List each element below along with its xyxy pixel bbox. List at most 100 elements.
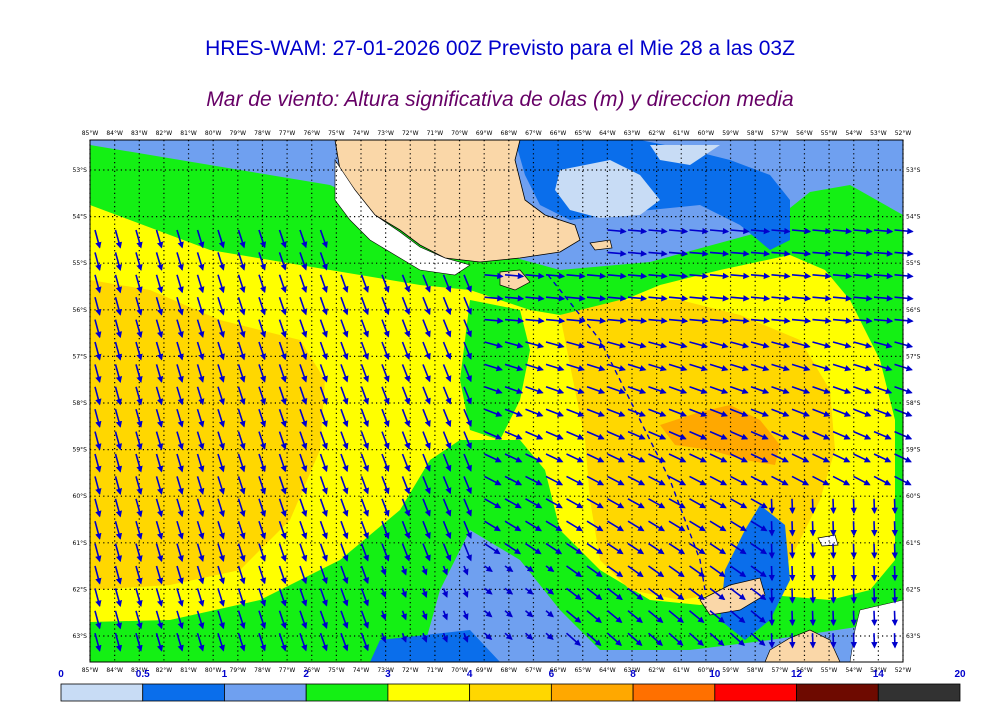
longitude-label: 76°W <box>303 667 320 674</box>
direction-arrow <box>607 520 624 532</box>
direction-arrow <box>381 520 390 540</box>
longitude-label: 78°W <box>254 130 271 137</box>
direction-arrow <box>299 498 308 518</box>
direction-arrow <box>606 632 622 646</box>
direction-arrow <box>853 295 873 302</box>
direction-arrow <box>648 227 668 235</box>
direction-arrow <box>689 408 708 417</box>
direction-arrow <box>319 386 328 405</box>
direction-arrow <box>237 476 246 495</box>
direction-arrow <box>114 296 123 316</box>
direction-arrow <box>689 475 707 486</box>
land-antarctic-peninsula <box>764 629 841 662</box>
direction-arrow <box>401 364 411 383</box>
direction-arrow <box>504 542 522 555</box>
direction-arrow <box>155 588 164 607</box>
direction-arrow <box>114 498 123 518</box>
direction-arrow <box>196 431 205 451</box>
direction-arrow <box>196 408 205 428</box>
direction-arrow <box>381 431 390 450</box>
direction-arrow <box>483 610 493 618</box>
direction-arrow <box>566 498 584 509</box>
direction-arrow <box>319 274 328 293</box>
direction-arrow <box>566 408 585 417</box>
longitude-label: 79°W <box>230 667 247 674</box>
direction-arrow <box>155 498 164 518</box>
direction-arrow <box>648 520 665 532</box>
direction-arrow <box>94 274 102 294</box>
direction-arrow <box>750 363 770 372</box>
direction-arrow <box>217 498 225 518</box>
direction-arrow <box>791 250 812 257</box>
direction-arrow <box>689 341 709 349</box>
direction-arrow <box>258 274 267 294</box>
direction-arrow <box>791 475 810 486</box>
direction-arrow <box>545 475 564 486</box>
colorbar-tick-label: 12 <box>791 669 803 680</box>
colorbar-swatch <box>714 683 797 702</box>
colorbar-tick-label: 4 <box>467 669 473 680</box>
direction-arrow <box>155 520 164 540</box>
direction-arrow <box>586 498 604 509</box>
direction-arrow <box>237 296 246 316</box>
direction-arrow <box>422 341 431 360</box>
direction-arrow <box>441 632 448 643</box>
direction-arrow <box>442 341 452 360</box>
longitude-label: 62°W <box>648 130 665 137</box>
direction-arrow <box>730 272 750 280</box>
direction-arrow <box>258 498 267 518</box>
direction-arrow <box>299 229 308 249</box>
direction-arrow <box>299 319 308 338</box>
direction-arrow <box>217 520 225 540</box>
direction-arrow <box>278 588 287 607</box>
longitude-label: 67°W <box>525 130 542 137</box>
direction-arrow <box>176 588 184 607</box>
direction-arrow <box>217 386 225 406</box>
direction-arrow <box>319 543 328 562</box>
direction-arrow <box>381 543 390 562</box>
longitude-label: 84°W <box>106 667 123 674</box>
direction-arrow <box>237 453 246 473</box>
direction-arrow <box>94 319 102 339</box>
direction-arrow <box>730 498 748 509</box>
direction-arrow <box>258 364 267 383</box>
direction-arrow <box>442 274 452 293</box>
direction-arrow <box>504 610 513 618</box>
direction-arrow <box>648 587 664 601</box>
direction-arrow <box>504 632 513 640</box>
direction-arrow <box>196 476 205 495</box>
direction-arrow <box>668 632 684 646</box>
direction-arrow <box>791 408 810 417</box>
direction-arrow <box>94 565 102 585</box>
direction-arrow <box>668 341 688 349</box>
direction-arrow <box>94 364 102 384</box>
direction-arrow <box>380 632 387 643</box>
direction-arrow <box>484 587 493 595</box>
longitude-label: 64°W <box>599 667 616 674</box>
colorbar-tick-label: 14 <box>873 669 885 680</box>
direction-arrow <box>196 319 205 339</box>
direction-arrow <box>155 408 164 428</box>
longitude-label: 83°W <box>131 667 148 674</box>
direction-arrow <box>135 453 143 473</box>
direction-arrow <box>648 475 666 486</box>
direction-arrow <box>94 476 102 496</box>
direction-arrow <box>566 587 582 601</box>
direction-arrow <box>463 498 472 517</box>
direction-arrow <box>340 386 349 405</box>
direction-arrow <box>340 498 349 517</box>
direction-arrow <box>401 498 411 517</box>
direction-arrow <box>278 431 287 450</box>
direction-arrow <box>176 408 184 428</box>
direction-arrow <box>319 632 328 652</box>
direction-arrow <box>381 476 390 495</box>
direction-arrow <box>750 632 766 646</box>
direction-arrow <box>217 565 225 585</box>
longitude-label: 60°W <box>698 667 715 674</box>
direction-arrow <box>853 272 873 280</box>
direction-arrow <box>627 363 647 372</box>
direction-arrow <box>176 386 184 406</box>
direction-arrow <box>607 498 625 509</box>
direction-arrow <box>319 565 328 585</box>
longitude-label: 53°W <box>870 667 887 674</box>
